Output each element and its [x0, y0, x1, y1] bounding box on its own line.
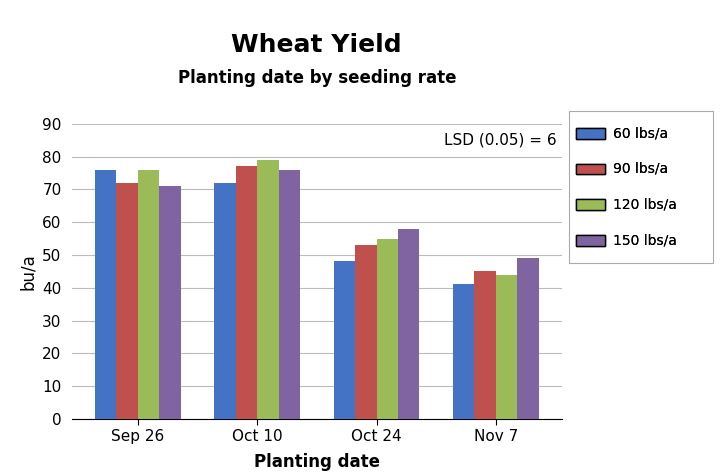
Bar: [235, 167, 257, 419]
Bar: [333, 261, 355, 419]
Text: Wheat Yield: Wheat Yield: [232, 33, 402, 57]
Text: LSD (0.05) = 6: LSD (0.05) = 6: [444, 133, 557, 148]
Text: 120 lbs/a: 120 lbs/a: [613, 198, 678, 212]
Bar: [453, 285, 474, 419]
Text: 150 lbs/a: 150 lbs/a: [613, 233, 678, 248]
Text: 60 lbs/a: 60 lbs/a: [613, 126, 669, 140]
Bar: [377, 238, 398, 419]
Text: 60 lbs/a: 60 lbs/a: [613, 126, 669, 140]
Bar: [398, 228, 420, 419]
Bar: [116, 183, 138, 419]
Y-axis label: bu/a: bu/a: [19, 253, 37, 290]
Bar: [474, 271, 496, 419]
Bar: [214, 183, 235, 419]
Text: 150 lbs/a: 150 lbs/a: [613, 233, 678, 248]
Text: Planting date by seeding rate: Planting date by seeding rate: [178, 69, 456, 87]
Bar: [496, 275, 518, 419]
Bar: [138, 169, 159, 419]
Text: 120 lbs/a: 120 lbs/a: [613, 198, 678, 212]
X-axis label: Planting date: Planting date: [254, 453, 380, 471]
Bar: [95, 169, 116, 419]
Text: 90 lbs/a: 90 lbs/a: [613, 162, 669, 176]
Bar: [355, 245, 377, 419]
Bar: [257, 160, 279, 419]
Bar: [518, 258, 539, 419]
Bar: [279, 169, 300, 419]
Text: 90 lbs/a: 90 lbs/a: [613, 162, 669, 176]
Bar: [159, 186, 181, 419]
